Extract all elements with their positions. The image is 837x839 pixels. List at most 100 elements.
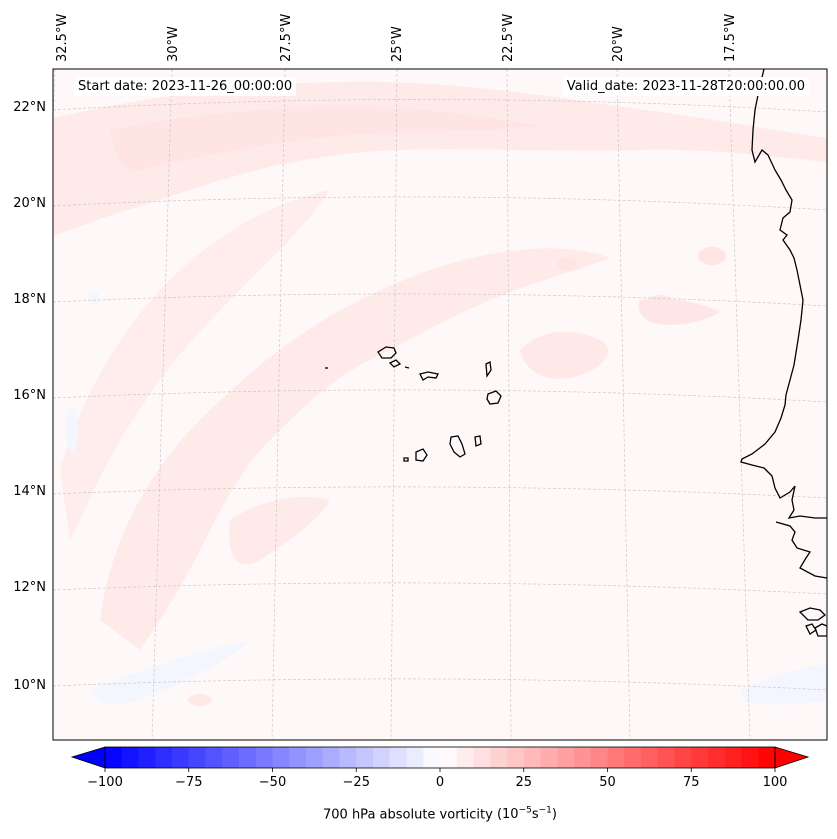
- colorbar-cell: [574, 747, 592, 768]
- valid-date-label: Valid_date: 2023-11-28T20:00:00.00: [562, 77, 809, 96]
- colorbar-tick-label: 50: [599, 775, 616, 790]
- vorticity-patch-low: [229, 496, 330, 565]
- colorbar-cell: [155, 747, 173, 768]
- colorbar-cell: [188, 747, 206, 768]
- cape-verde-islands: [325, 346, 502, 462]
- colorbar-tick-label: 0: [436, 775, 444, 790]
- island-fogo: [415, 448, 428, 462]
- negative-patch-west: [66, 408, 78, 452]
- colorbar-cell: [222, 747, 240, 768]
- colorbar-cell: [657, 747, 675, 768]
- negative-patch-sw: [90, 640, 250, 705]
- vorticity-patch-small-2: [698, 247, 726, 265]
- lat-label: 14°N: [13, 484, 46, 499]
- colorbar-tick-label: 25: [515, 775, 532, 790]
- vorticity-patch-small-3: [648, 295, 672, 305]
- vorticity-patch-se: [520, 331, 609, 379]
- lat-label: 10°N: [13, 678, 46, 693]
- island-santo-antao: [377, 346, 397, 359]
- map-frame: [52, 68, 828, 741]
- island-sao-vicente: [388, 359, 402, 368]
- colorbar-variable: 700 hPa absolute vorticity: [323, 807, 493, 823]
- colorbar-units: (10−5s−1): [496, 806, 557, 823]
- colorbar-cell: [607, 747, 625, 768]
- negative-patch-small: [88, 292, 100, 304]
- lon-label: 32.5°W: [55, 14, 70, 62]
- island-sao-nicolau: [419, 371, 439, 381]
- lat-label: 12°N: [13, 580, 46, 595]
- lat-label: 16°N: [13, 388, 46, 403]
- island-brava: [403, 457, 409, 462]
- colorbar: −100 −75 −50 −25 0 25 50 75 100: [70, 746, 810, 790]
- colorbar-tick-label: −75: [175, 775, 202, 790]
- colorbar-cell: [105, 747, 123, 768]
- start-date-label: Start date: 2023-11-26_00:00:00: [74, 77, 297, 96]
- colorbar-cell: [239, 747, 257, 768]
- colorbar-cell: [708, 747, 726, 768]
- gridlines: [53, 69, 827, 740]
- lon-label: 20°W: [611, 26, 626, 62]
- colorbar-cell: [523, 747, 541, 768]
- vorticity-patch-small-1: [557, 258, 577, 270]
- island-maio: [474, 435, 482, 447]
- colorbar-cell: [440, 747, 458, 768]
- colorbar-cell: [373, 747, 391, 768]
- latitude-labels: 22°N 20°N 18°N 16°N 14°N 12°N 10°N: [13, 100, 46, 693]
- colorbar-cell: [205, 747, 223, 768]
- colorbar-cell: [339, 747, 357, 768]
- lat-label: 22°N: [13, 100, 46, 115]
- colorbar-cell: [172, 747, 190, 768]
- colorbar-tick-label: −100: [87, 775, 123, 790]
- colorbar-extend-low: [70, 746, 106, 769]
- island-sal: [485, 361, 492, 378]
- colorbar-cell: [423, 747, 441, 768]
- lat-label: 18°N: [13, 292, 46, 307]
- colorbar-cell: [758, 747, 776, 768]
- vorticity-band-north-inner: [110, 106, 540, 172]
- colorbar-cell: [473, 747, 491, 768]
- colorbar-cell: [138, 747, 156, 768]
- west-africa-coastline: [740, 69, 827, 637]
- lat-label: 20°N: [13, 196, 46, 211]
- lon-label: 30°W: [166, 26, 181, 62]
- colorbar-cell: [456, 747, 474, 768]
- colorbar-cell: [389, 747, 407, 768]
- colorbar-tick-label: 75: [683, 775, 700, 790]
- lon-label: 25°W: [390, 26, 405, 62]
- colorbar-cell: [691, 747, 709, 768]
- vorticity-band-central-2: [60, 190, 330, 540]
- colorbar-tick-label: 100: [763, 775, 788, 790]
- colorbar-cell: [557, 747, 575, 768]
- colorbar-cell: [406, 747, 424, 768]
- colorbar-tick-label: −50: [259, 775, 286, 790]
- longitude-labels: 32.5°W 30°W 27.5°W 25°W 22.5°W 20°W 17.5…: [55, 14, 738, 62]
- lon-label: 22.5°W: [501, 14, 516, 62]
- colorbar-cell: [741, 747, 759, 768]
- lon-label: 17.5°W: [723, 14, 738, 62]
- colorbar-cell: [255, 747, 273, 768]
- colorbar-cell: [624, 747, 642, 768]
- colorbar-cell: [306, 747, 324, 768]
- colorbar-extend-high: [774, 746, 810, 769]
- colorbar-cell: [289, 747, 307, 768]
- colorbar-cell: [590, 747, 608, 768]
- island-santiago: [449, 435, 466, 458]
- island-santa-luzia: [404, 366, 410, 369]
- colorbar-cell: [540, 747, 558, 768]
- colorbar-tick-label: −25: [343, 775, 370, 790]
- colorbar-cell: [674, 747, 692, 768]
- map-plot-area: [53, 69, 827, 740]
- colorbar-cell: [724, 747, 742, 768]
- vorticity-band-central: [100, 248, 610, 650]
- colorbar-cell: [272, 747, 290, 768]
- negative-patch-se: [740, 664, 827, 705]
- colorbar-cell: [121, 747, 139, 768]
- vorticity-patch-small-4: [188, 694, 212, 706]
- colorbar-cell: [507, 747, 525, 768]
- colorbar-cell: [490, 747, 508, 768]
- colorbar-cells: [105, 747, 776, 768]
- island-boa-vista: [486, 390, 502, 405]
- colorbar-label: 700 hPa absolute vorticity (10−5s−1): [0, 806, 837, 822]
- colorbar-cell: [356, 747, 374, 768]
